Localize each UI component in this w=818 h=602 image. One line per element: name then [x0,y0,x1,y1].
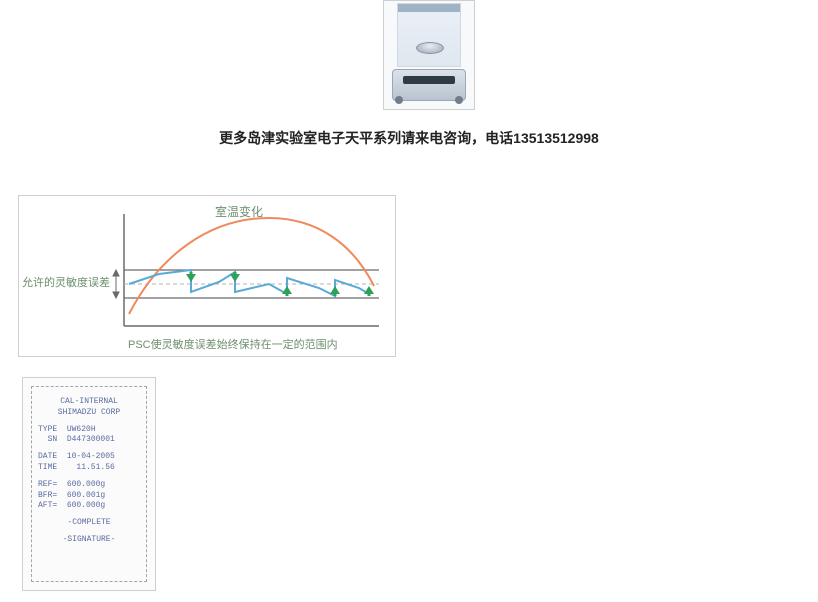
balance-lcd [403,76,455,84]
product-image [383,0,475,110]
chart-title: 室温变化 [215,203,263,220]
receipt-complete: -COMPLETE [38,518,140,529]
balance-foot-left [395,96,403,104]
psc-chart: 室温变化 允许的灵敏度误差 PSC使灵敏度误差始终保持在一定的范围内 [18,195,396,357]
balance-base [392,69,466,101]
receipt-sn-row: SN D447300001 [38,435,140,446]
receipt-signature: -SIGNATURE- [38,535,140,546]
receipt-aft-row: AFT= 600.000g [38,501,140,512]
contact-tagline: 更多岛津实验室电子天平系列请来电咨询，电话13513512998 [0,128,818,148]
chart-caption: PSC使灵敏度误差始终保持在一定的范围内 [128,336,338,352]
receipt-body: CAL-INTERNAL SHIMADZU CORP TYPE UW620H S… [31,386,147,582]
enclosure-top-bar [398,4,460,12]
receipt-bfr-row: BFR= 600.001g [38,491,140,502]
receipt-header2: SHIMADZU CORP [38,408,140,419]
receipt-time-row: TIME 11.51.56 [38,463,140,474]
receipt-header1: CAL-INTERNAL [38,397,140,408]
weighing-pan [416,42,444,54]
chart-left-label: 允许的灵敏度误差 [22,274,110,290]
balance-enclosure [397,3,461,67]
receipt-date-row: DATE 10-04-2005 [38,452,140,463]
receipt-type-row: TYPE UW620H [38,425,140,436]
calibration-receipt: CAL-INTERNAL SHIMADZU CORP TYPE UW620H S… [22,377,156,591]
balance-foot-right [455,96,463,104]
receipt-ref-row: REF= 600.000g [38,480,140,491]
